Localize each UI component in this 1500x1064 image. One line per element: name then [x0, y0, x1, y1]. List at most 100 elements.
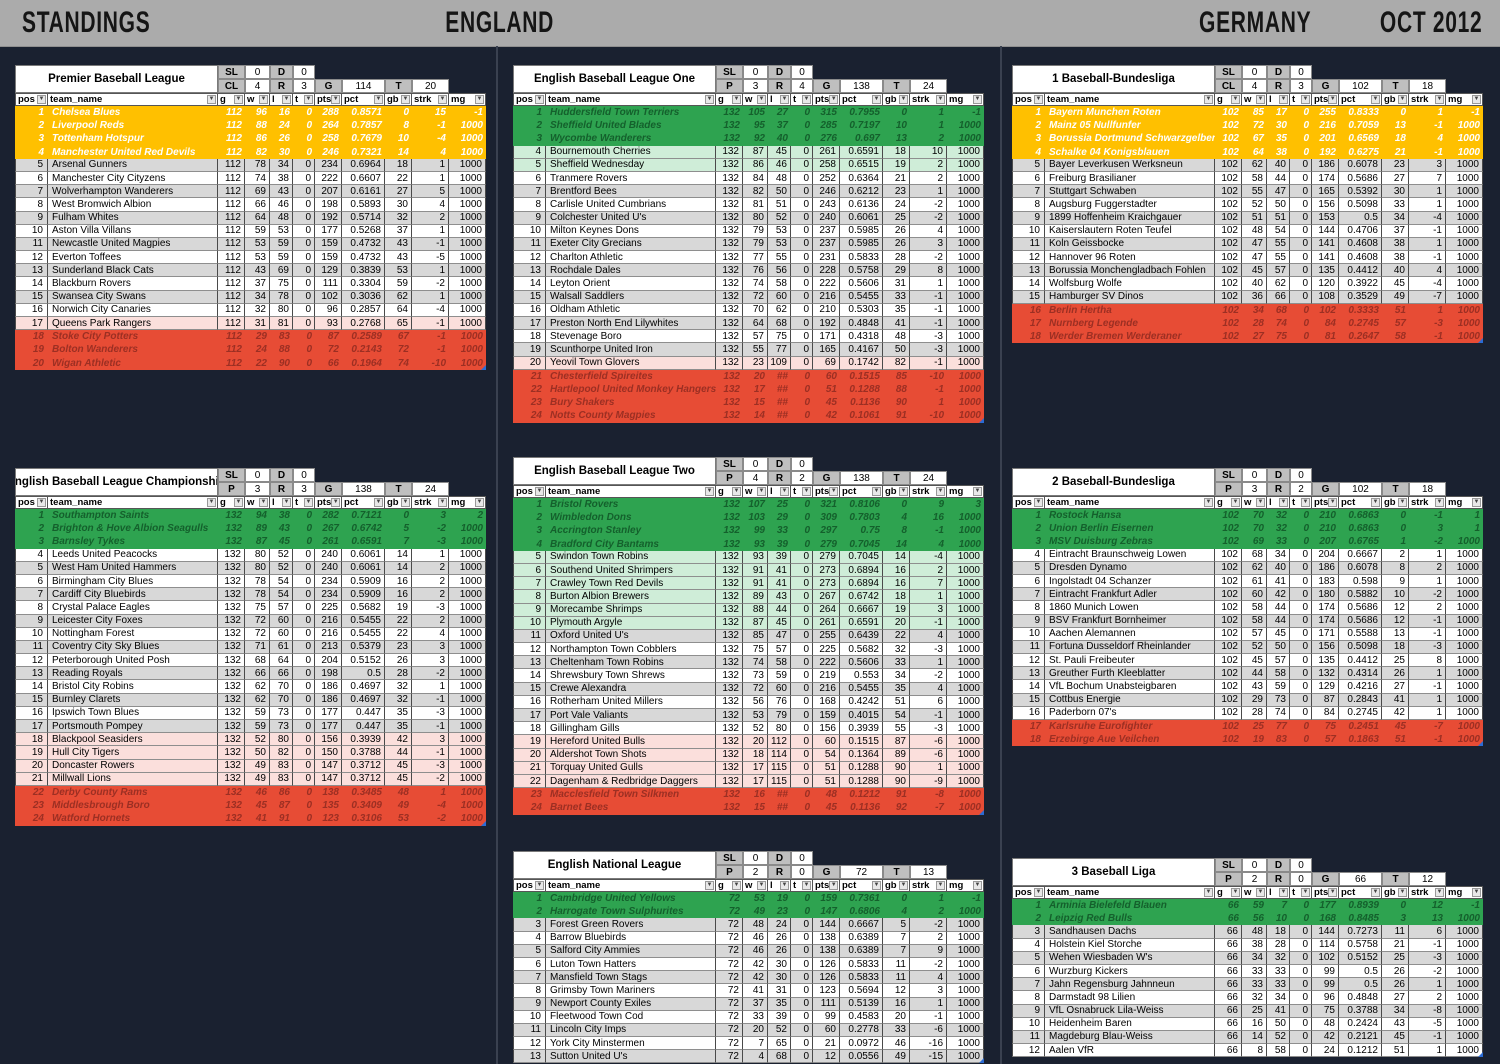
filter-arrow-icon[interactable]: ▼	[331, 95, 341, 104]
filter-arrow-icon[interactable]: ▼	[1256, 95, 1265, 104]
cell-pts: 129	[315, 264, 342, 278]
filter-arrow-icon[interactable]: ▼	[1034, 498, 1043, 507]
filter-arrow-icon[interactable]: ▼	[1301, 498, 1310, 507]
filter-arrow-icon[interactable]: ▼	[757, 95, 766, 104]
filter-arrow-icon[interactable]: ▼	[401, 95, 410, 104]
filter-arrow-icon[interactable]: ▼	[1398, 95, 1407, 104]
filter-arrow-icon[interactable]: ▼	[802, 95, 811, 104]
filter-arrow-icon[interactable]: ▼	[37, 95, 46, 104]
filter-arrow-icon[interactable]: ▼	[1371, 95, 1380, 104]
filter-arrow-icon[interactable]: ▼	[872, 881, 881, 890]
filter-arrow-icon[interactable]: ▼	[780, 487, 789, 496]
filter-arrow-icon[interactable]: ▼	[899, 881, 908, 890]
filter-arrow-icon[interactable]: ▼	[1328, 888, 1338, 897]
filter-arrow-icon[interactable]: ▼	[1279, 888, 1288, 897]
filter-arrow-icon[interactable]: ▼	[1231, 888, 1240, 897]
filter-arrow-icon[interactable]: ▼	[234, 498, 243, 507]
filter-arrow-icon[interactable]: ▼	[732, 881, 741, 890]
filter-arrow-icon[interactable]: ▼	[1204, 95, 1213, 104]
filter-arrow-icon[interactable]: ▼	[973, 487, 982, 496]
cell-team-name: Tottenham Hotspur	[52, 133, 144, 145]
filter-arrow-icon[interactable]: ▼	[757, 487, 766, 496]
filter-arrow-icon[interactable]: ▼	[1256, 888, 1265, 897]
filter-arrow-icon[interactable]: ▼	[1398, 498, 1407, 507]
filter-arrow-icon[interactable]: ▼	[936, 95, 945, 104]
filter-arrow-icon[interactable]: ▼	[1256, 498, 1265, 507]
filter-arrow-icon[interactable]: ▼	[304, 95, 313, 104]
filter-arrow-icon[interactable]: ▼	[282, 498, 291, 507]
filter-arrow-icon[interactable]: ▼	[1204, 888, 1213, 897]
filter-arrow-icon[interactable]: ▼	[259, 498, 268, 507]
filter-arrow-icon[interactable]: ▼	[705, 881, 714, 890]
filter-arrow-icon[interactable]: ▼	[829, 95, 839, 104]
filter-arrow-icon[interactable]: ▼	[1231, 498, 1240, 507]
filter-arrow-icon[interactable]: ▼	[1328, 498, 1338, 507]
column-header-label: gb	[885, 94, 897, 105]
filter-arrow-icon[interactable]: ▼	[1279, 95, 1288, 104]
filter-arrow-icon[interactable]: ▼	[802, 881, 811, 890]
filter-arrow-icon[interactable]: ▼	[1034, 888, 1043, 897]
filter-arrow-icon[interactable]: ▼	[780, 881, 789, 890]
filter-arrow-icon[interactable]: ▼	[535, 95, 544, 104]
filter-arrow-icon[interactable]: ▼	[899, 95, 908, 104]
filter-arrow-icon[interactable]: ▼	[1398, 888, 1407, 897]
filter-arrow-icon[interactable]: ▼	[535, 881, 544, 890]
filter-arrow-icon[interactable]: ▼	[535, 487, 544, 496]
filter-arrow-icon[interactable]: ▼	[705, 95, 714, 104]
cell-l: 40	[776, 133, 788, 145]
filter-arrow-icon[interactable]: ▼	[234, 95, 243, 104]
filter-arrow-icon[interactable]: ▼	[732, 487, 741, 496]
filter-arrow-icon[interactable]: ▼	[872, 95, 881, 104]
filter-arrow-icon[interactable]: ▼	[331, 498, 341, 507]
filter-arrow-icon[interactable]: ▼	[1279, 498, 1288, 507]
filter-arrow-icon[interactable]: ▼	[1435, 95, 1444, 104]
filter-arrow-icon[interactable]: ▼	[780, 95, 789, 104]
cell-strk: 2	[412, 574, 449, 589]
filter-arrow-icon[interactable]: ▼	[1435, 498, 1444, 507]
filter-arrow-icon[interactable]: ▼	[259, 95, 268, 104]
filter-arrow-icon[interactable]: ▼	[1301, 888, 1310, 897]
filter-arrow-icon[interactable]: ▼	[829, 881, 839, 890]
filter-arrow-icon[interactable]: ▼	[374, 95, 383, 104]
filter-arrow-icon[interactable]: ▼	[757, 881, 766, 890]
filter-arrow-icon[interactable]: ▼	[973, 95, 982, 104]
filter-arrow-icon[interactable]: ▼	[1371, 498, 1380, 507]
filter-arrow-icon[interactable]: ▼	[936, 881, 945, 890]
filter-arrow-icon[interactable]: ▼	[304, 498, 313, 507]
filter-arrow-icon[interactable]: ▼	[438, 95, 447, 104]
filter-arrow-icon[interactable]: ▼	[475, 498, 484, 507]
cell-strk: -2	[412, 667, 449, 681]
filter-arrow-icon[interactable]: ▼	[1472, 888, 1481, 897]
filter-arrow-icon[interactable]: ▼	[1328, 95, 1338, 104]
filter-arrow-icon[interactable]: ▼	[1371, 888, 1380, 897]
filter-arrow-icon[interactable]: ▼	[1204, 498, 1213, 507]
filter-arrow-icon[interactable]: ▼	[802, 487, 811, 496]
filter-arrow-icon[interactable]: ▼	[705, 487, 714, 496]
cell-mg: 1000	[449, 290, 486, 304]
filter-arrow-icon[interactable]: ▼	[732, 95, 741, 104]
filter-arrow-icon[interactable]: ▼	[37, 498, 46, 507]
table-row: 17 Portsmouth Pompey 132 59 73 0 177 0.447 35 -1 1…	[15, 720, 486, 734]
filter-arrow-icon[interactable]: ▼	[1472, 498, 1481, 507]
filter-arrow-icon[interactable]: ▼	[207, 95, 216, 104]
filter-arrow-icon[interactable]: ▼	[282, 95, 291, 104]
filter-arrow-icon[interactable]: ▼	[374, 498, 383, 507]
filter-arrow-icon[interactable]: ▼	[207, 498, 216, 507]
table-row: 14 Wolfsburg Wolfe 102 40 62 0 120 0.3922 45 -4 10…	[1012, 277, 1483, 291]
filter-arrow-icon[interactable]: ▼	[973, 881, 982, 890]
filter-arrow-icon[interactable]: ▼	[829, 487, 839, 496]
cell-w: 15	[753, 802, 765, 814]
filter-arrow-icon[interactable]: ▼	[1472, 95, 1481, 104]
filter-arrow-icon[interactable]: ▼	[1034, 95, 1043, 104]
filter-arrow-icon[interactable]: ▼	[1231, 95, 1240, 104]
filter-arrow-icon[interactable]: ▼	[401, 498, 410, 507]
cell-w: 78	[245, 158, 270, 172]
filter-arrow-icon[interactable]: ▼	[872, 487, 881, 496]
filter-arrow-icon[interactable]: ▼	[1435, 888, 1444, 897]
cell-strk: -1	[1409, 1030, 1446, 1045]
filter-arrow-icon[interactable]: ▼	[936, 487, 945, 496]
filter-arrow-icon[interactable]: ▼	[1301, 95, 1310, 104]
filter-arrow-icon[interactable]: ▼	[899, 487, 908, 496]
filter-arrow-icon[interactable]: ▼	[438, 498, 447, 507]
filter-arrow-icon[interactable]: ▼	[475, 95, 484, 104]
